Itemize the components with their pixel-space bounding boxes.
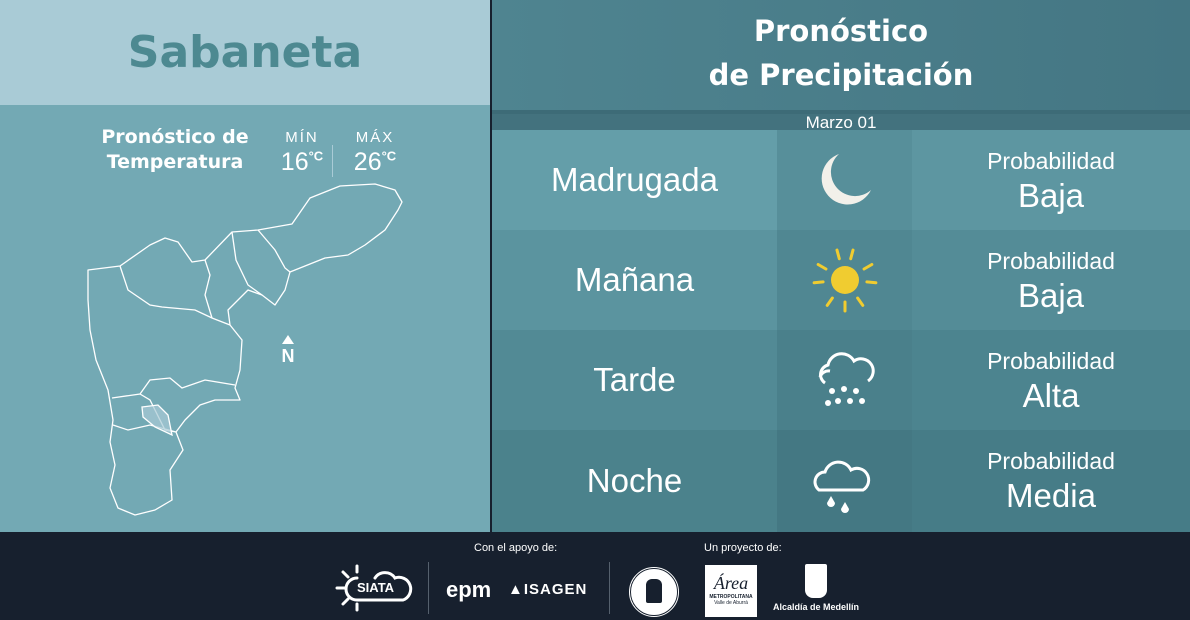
isagen-logo: ▲ISAGEN [508,581,588,598]
north-arrow-icon [282,335,294,344]
area-metropolitana-logo: Área METROPOLITANA Valle de Aburrá [705,565,757,617]
max-temperature: MÁX 26°C [353,129,397,176]
moon-icon [821,154,871,205]
forecast-row-noche: Noche Probabilidad Media [492,430,1190,532]
night-rain-cloud-icon [813,452,877,513]
coat-of-arms-icon [805,564,827,598]
north-arrow: N [278,335,298,367]
forecast-row-madrugada: Madrugada Probabilidad Baja [492,130,1190,230]
sun-icon [812,248,877,313]
temperature-panel: Pronóstico de Temperatura MÍN 16°C MÁX 26°C… [0,105,490,532]
epm-logo: epm [446,577,492,602]
precipitation-header: Pronóstico de Precipitación [492,0,1190,110]
temperature-title: Pronóstico de Temperatura [101,126,249,173]
forecast-row-manana: Mañana Probabilidad Baja [492,230,1190,330]
location-header: Sabaneta [0,0,490,105]
footer: Con el apoyo de: Un proyecto de: SIATA e… [0,532,1190,620]
forecast-row-tarde: Tarde Probabilidad Alta [492,330,1190,430]
forecast-date: Marzo 01 [492,110,1190,132]
location-title: Sabaneta [127,27,363,78]
min-temperature: MÍN 16°C [280,129,324,176]
medellin-seal-logo [628,566,680,618]
heavy-rain-cloud-icon [818,352,875,406]
divider [332,145,333,177]
alcaldia-logo: Alcaldía de Medellín [770,564,862,612]
municipality-map [87,183,403,516]
siata-logo: SIATA [335,564,415,612]
